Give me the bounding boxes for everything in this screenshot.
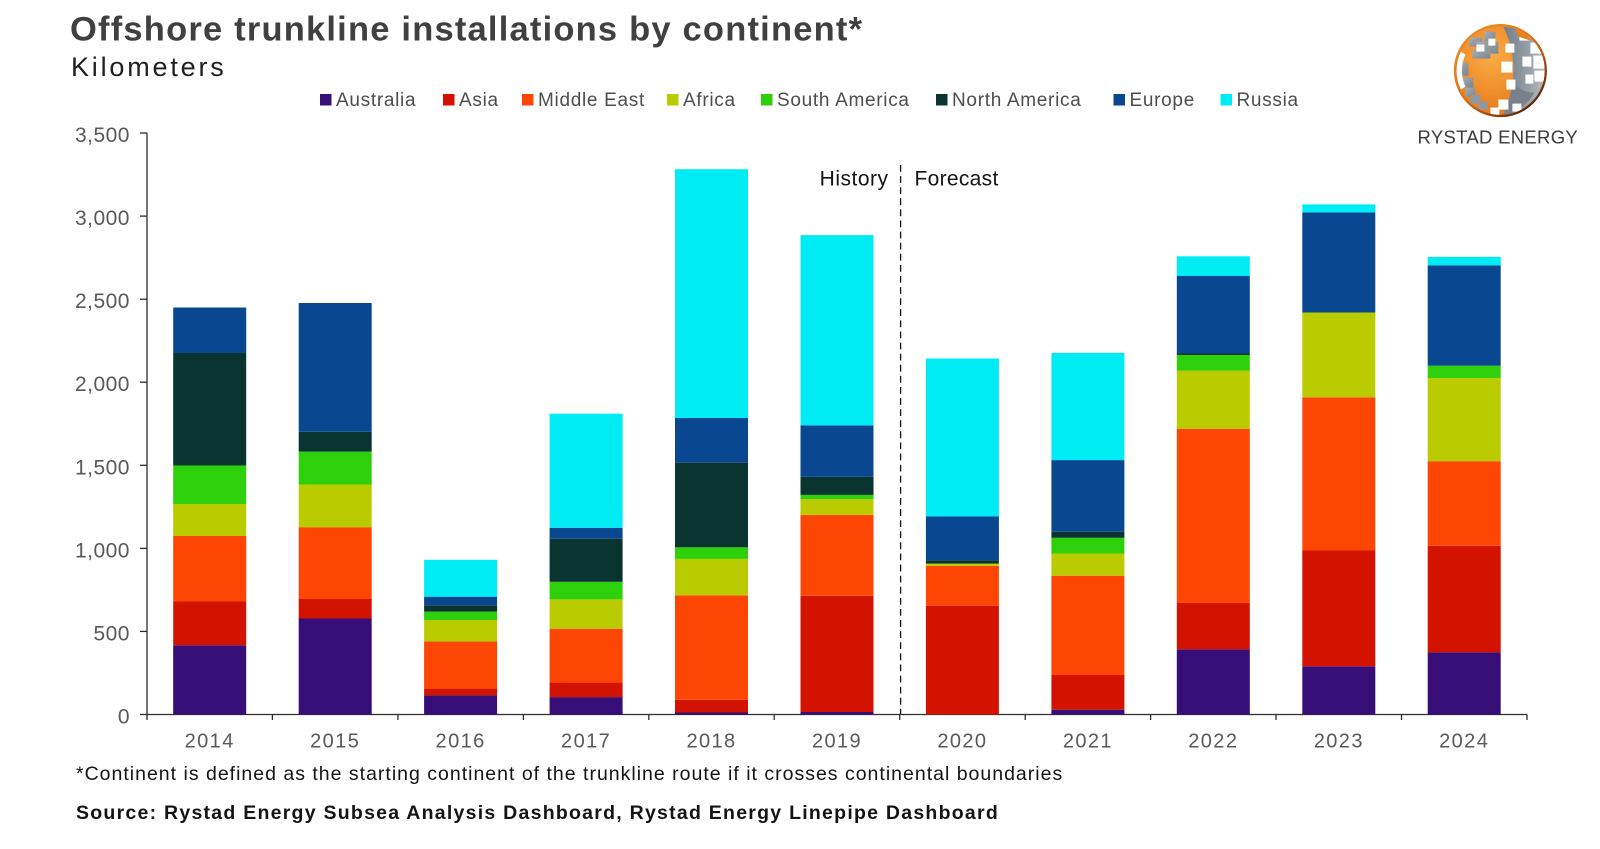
svg-text:RYSTAD ENERGY: RYSTAD ENERGY — [1418, 127, 1579, 148]
svg-text:Offshore trunkline installatio: Offshore trunkline installations by cont… — [70, 11, 863, 49]
svg-text:2022: 2022 — [1188, 731, 1238, 753]
svg-text:3,500: 3,500 — [75, 124, 130, 147]
svg-text:Australia: Australia — [336, 90, 416, 111]
svg-text:Source: Rystad Energy Subsea A: Source: Rystad Energy Subsea Analysis Da… — [76, 802, 999, 824]
svg-text:Forecast: Forecast — [915, 168, 999, 191]
svg-text:Africa: Africa — [683, 90, 736, 111]
svg-text:2023: 2023 — [1314, 731, 1364, 753]
svg-text:2019: 2019 — [812, 731, 862, 753]
svg-text:1,500: 1,500 — [75, 456, 130, 479]
svg-text:Kilometers: Kilometers — [71, 52, 227, 82]
svg-text:*Continent is defined as the s: *Continent is defined as the starting co… — [76, 763, 1063, 785]
svg-text:Russia: Russia — [1237, 90, 1299, 111]
svg-text:2018: 2018 — [686, 731, 736, 753]
svg-text:2024: 2024 — [1439, 731, 1489, 753]
svg-text:1,000: 1,000 — [75, 539, 130, 562]
svg-text:2014: 2014 — [185, 731, 235, 753]
svg-text:2021: 2021 — [1063, 731, 1113, 753]
svg-text:2020: 2020 — [937, 731, 987, 753]
svg-text:2,000: 2,000 — [75, 373, 130, 396]
svg-text:Europe: Europe — [1130, 90, 1195, 111]
svg-text:Middle East: Middle East — [538, 90, 645, 111]
svg-text:0: 0 — [118, 706, 130, 729]
svg-text:History: History — [820, 168, 889, 191]
svg-text:500: 500 — [93, 622, 130, 645]
svg-text:Asia: Asia — [459, 90, 499, 111]
svg-text:2015: 2015 — [310, 731, 360, 753]
svg-text:2016: 2016 — [436, 731, 486, 753]
svg-text:2,500: 2,500 — [75, 290, 130, 313]
svg-text:3,000: 3,000 — [75, 207, 130, 230]
svg-text:North America: North America — [952, 90, 1081, 111]
svg-text:South America: South America — [777, 90, 910, 111]
svg-text:2017: 2017 — [561, 731, 611, 753]
